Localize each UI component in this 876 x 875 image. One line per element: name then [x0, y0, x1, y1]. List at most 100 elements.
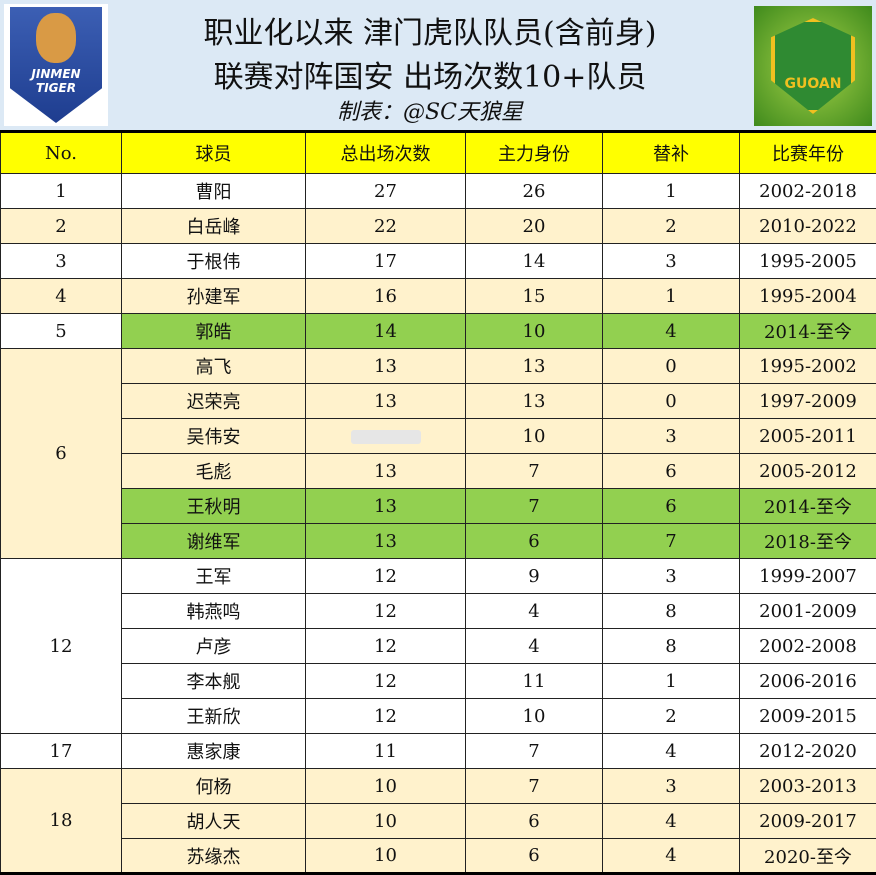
years-cell: 2001-2009: [740, 594, 876, 629]
sub-cell: 1: [603, 279, 740, 314]
total-cell: 13: [306, 489, 466, 524]
years-cell: 1997-2009: [740, 384, 876, 419]
credit: 制表：@SC天狼星: [110, 94, 750, 126]
header-banner: JINMEN TIGER 职业化以来 津门虎队队员(含前身) 联赛对阵国安 出场…: [0, 0, 876, 130]
table-header-row: No.球员总出场次数主力身份替补比赛年份: [1, 132, 876, 174]
years-cell: 2002-2008: [740, 629, 876, 664]
total-cell: 27: [306, 174, 466, 209]
sub-cell: 4: [603, 804, 740, 839]
name-cell: 于根伟: [122, 244, 306, 279]
years-cell: 1995-2002: [740, 349, 876, 384]
sub-cell: 1: [603, 664, 740, 699]
name-cell: 卢彦: [122, 629, 306, 664]
sub-cell: 4: [603, 734, 740, 769]
years-cell: 2006-2016: [740, 664, 876, 699]
name-cell: 白岳峰: [122, 209, 306, 244]
sub-cell: 8: [603, 594, 740, 629]
starter-cell: 13: [466, 384, 603, 419]
guoan-logo: GUOAN: [754, 6, 872, 126]
rank-cell: 4: [1, 279, 122, 314]
name-cell: 何杨: [122, 769, 306, 804]
name-cell: 胡人天: [122, 804, 306, 839]
total-cell: 13: [306, 349, 466, 384]
starter-cell: 11: [466, 664, 603, 699]
starter-cell: 4: [466, 629, 603, 664]
total-cell: 13: [306, 454, 466, 489]
name-cell: 郭皓: [122, 314, 306, 349]
starter-cell: 7: [466, 454, 603, 489]
sub-cell: 6: [603, 489, 740, 524]
years-cell: 2005-2011: [740, 419, 876, 454]
sub-cell: 2: [603, 209, 740, 244]
total-cell: 17: [306, 244, 466, 279]
starter-cell: 6: [466, 804, 603, 839]
name-cell: 高飞: [122, 349, 306, 384]
rank-cell: 2: [1, 209, 122, 244]
rank-cell: 18: [1, 769, 122, 874]
total-cell: 10: [306, 839, 466, 874]
sub-cell: 3: [603, 244, 740, 279]
name-cell: 曹阳: [122, 174, 306, 209]
starter-cell: 20: [466, 209, 603, 244]
starter-cell: 6: [466, 524, 603, 559]
total-cell: 12: [306, 559, 466, 594]
sub-cell: 2: [603, 699, 740, 734]
column-header: 总出场次数: [306, 132, 466, 174]
starter-cell: 15: [466, 279, 603, 314]
name-cell: 王新欣: [122, 699, 306, 734]
total-cell: 12: [306, 699, 466, 734]
starter-cell: 10: [466, 314, 603, 349]
name-cell: 迟荣亮: [122, 384, 306, 419]
rank-cell: 12: [1, 559, 122, 734]
column-header: 主力身份: [466, 132, 603, 174]
sub-cell: 4: [603, 314, 740, 349]
column-header: 比赛年份: [740, 132, 876, 174]
total-cell: 10: [306, 804, 466, 839]
name-cell: 吴伟安: [122, 419, 306, 454]
starter-cell: 9: [466, 559, 603, 594]
starter-cell: 4: [466, 594, 603, 629]
rank-cell: 6: [1, 349, 122, 559]
starter-cell: 7: [466, 489, 603, 524]
name-cell: 惠家康: [122, 734, 306, 769]
total-cell: 13: [306, 524, 466, 559]
sub-cell: 3: [603, 769, 740, 804]
years-cell: 2002-2018: [740, 174, 876, 209]
years-cell: 2014-至今: [740, 314, 876, 349]
sub-cell: 1: [603, 174, 740, 209]
years-cell: 2014-至今: [740, 489, 876, 524]
total-cell: 16: [306, 279, 466, 314]
jinmen-tiger-logo: JINMEN TIGER: [4, 4, 108, 126]
total-cell: 12: [306, 629, 466, 664]
total-cell: 13: [306, 384, 466, 419]
sub-cell: 4: [603, 839, 740, 874]
starter-cell: 10: [466, 419, 603, 454]
years-cell: 2005-2012: [740, 454, 876, 489]
sub-cell: 0: [603, 349, 740, 384]
name-cell: 谢维军: [122, 524, 306, 559]
years-cell: 1995-2005: [740, 244, 876, 279]
total-cell: 12: [306, 594, 466, 629]
sub-cell: 3: [603, 559, 740, 594]
total-cell: 22: [306, 209, 466, 244]
title-line1: 职业化以来 津门虎队队员(含前身): [110, 8, 750, 52]
years-cell: 2010-2022: [740, 209, 876, 244]
years-cell: 1999-2007: [740, 559, 876, 594]
starter-cell: 7: [466, 734, 603, 769]
name-cell: 韩燕鸣: [122, 594, 306, 629]
starter-cell: 10: [466, 699, 603, 734]
